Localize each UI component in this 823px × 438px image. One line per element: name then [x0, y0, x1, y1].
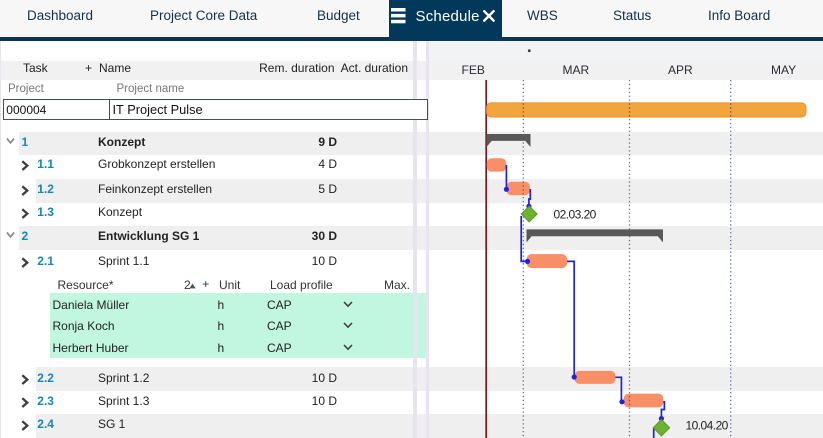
svg-text:10.04.20: 10.04.20	[686, 419, 729, 433]
svg-text:02.03.20: 02.03.20	[554, 207, 597, 221]
